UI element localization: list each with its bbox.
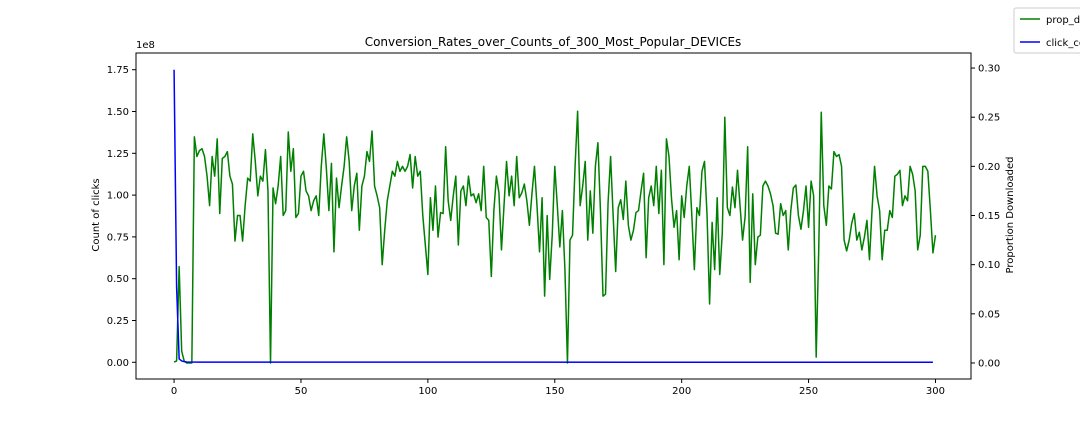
y-left-tick-label: 1.25: [107, 149, 129, 160]
legend-label-click-co: click_co: [1046, 38, 1080, 49]
y-left-tick-label: 1.00: [107, 191, 129, 202]
legend-label-prop-d: prop_d: [1046, 15, 1080, 26]
y-right-tick-label: 0.30: [978, 64, 1000, 75]
y-axis-right-title: Proportion Downloaded: [1005, 157, 1016, 274]
x-tick-label: 200: [672, 386, 691, 397]
y-right-tick-label: 0.05: [978, 309, 1000, 320]
x-tick-label: 300: [926, 386, 945, 397]
y-right-tick-label: 0.00: [978, 358, 1000, 369]
y-right-tick-label: 0.25: [978, 113, 1000, 124]
y-right-tick-label: 0.10: [978, 260, 1000, 271]
y-left-tick-label: 1.50: [107, 107, 129, 118]
y-axis-left-title: Count of clicks: [91, 178, 102, 251]
left-offset-text: 1e8: [136, 40, 155, 51]
x-tick-label: 100: [418, 386, 437, 397]
series-line-prop-d: [173, 110, 937, 364]
series-line-click-co: [173, 69, 933, 364]
y-left-tick-label: 0.50: [107, 274, 129, 285]
chart-title: Conversion_Rates_over_Counts_of_300_Most…: [365, 35, 742, 49]
y-right-tick-label: 0.20: [978, 162, 1000, 173]
axes: 0 50 100 150 200 250 300 0.00 0.25 0.50 0.75 1.00 1.…: [107, 52, 1000, 397]
y-left-tick-label: 0.25: [107, 316, 129, 327]
y-right-tick-label: 0.15: [978, 211, 1000, 222]
y-left-tick-label: 1.75: [107, 65, 129, 76]
x-tick-label: 250: [799, 386, 818, 397]
x-tick-label: 0: [171, 386, 177, 397]
y-left-tick-label: 0.00: [107, 358, 129, 369]
legend: prop_d click_co: [1013, 7, 1080, 54]
x-tick-label: 150: [545, 386, 564, 397]
y-left-tick-label: 0.75: [107, 232, 129, 243]
x-tick-label: 50: [295, 386, 308, 397]
plot-area: [173, 69, 937, 364]
